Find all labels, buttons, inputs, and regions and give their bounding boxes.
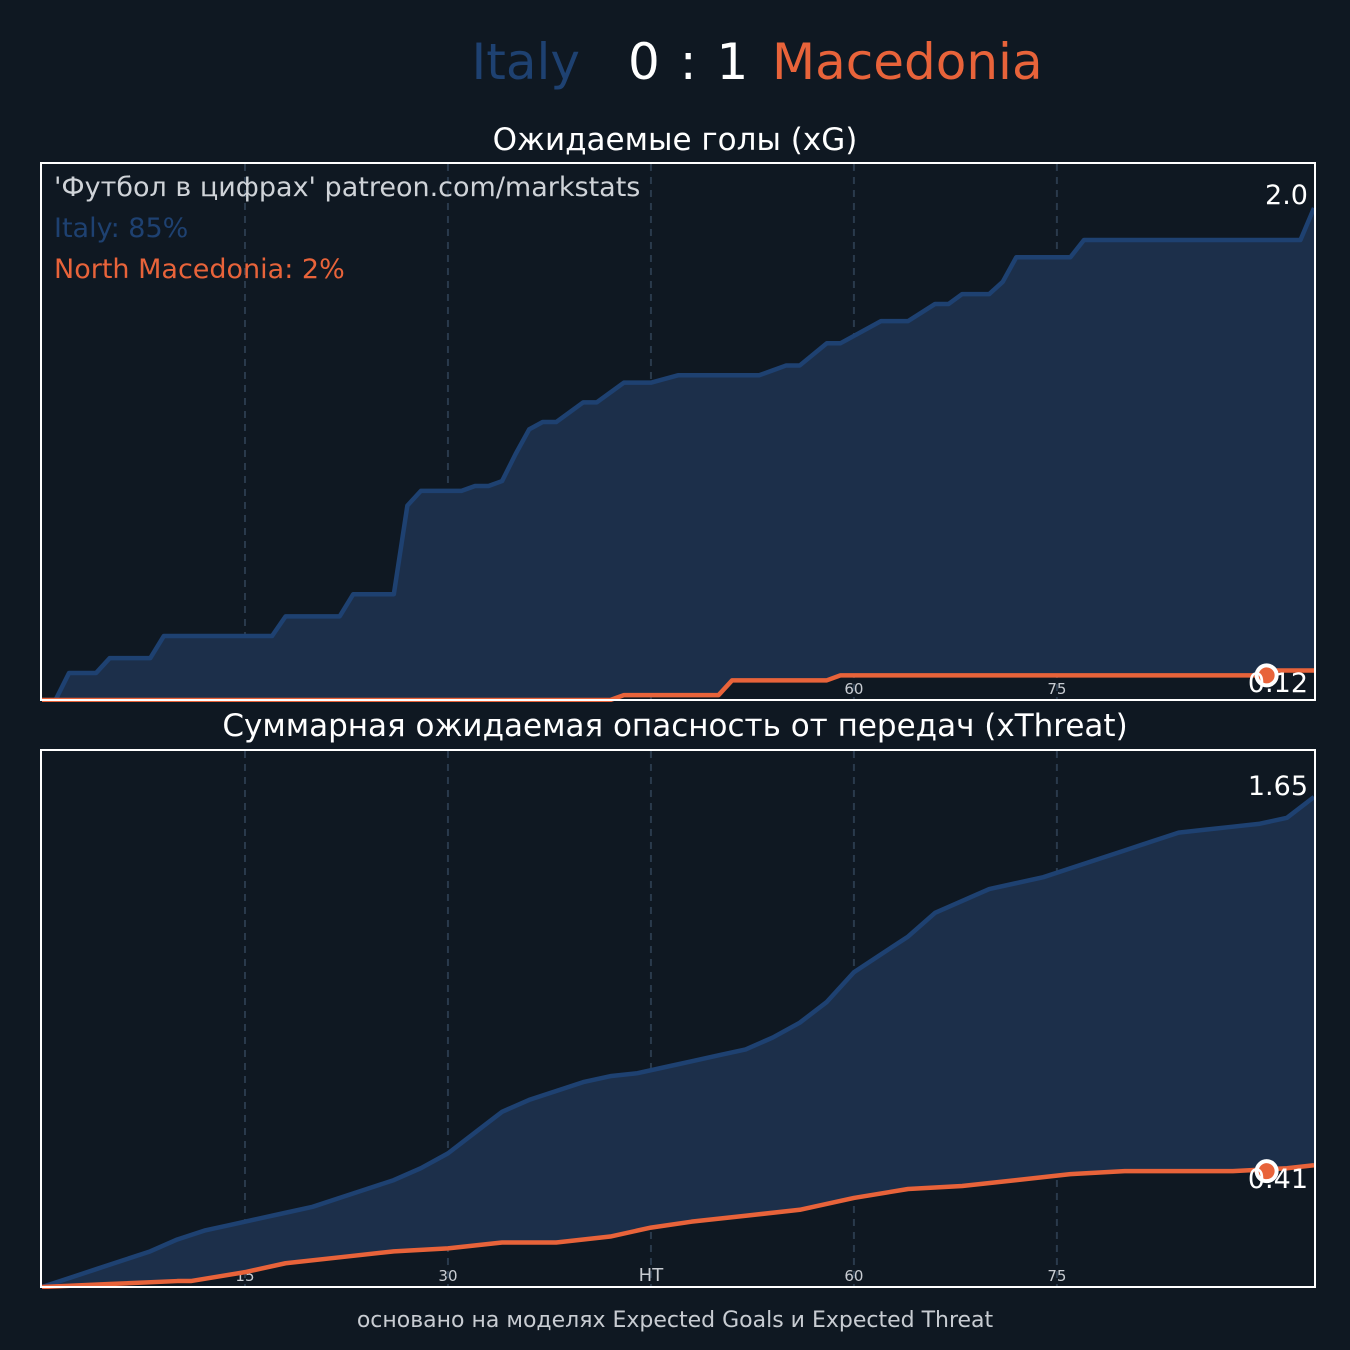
area-fill [42,797,1314,1287]
match-header: Italy 0 : 1 Macedonia [0,30,1350,100]
goal-marker [1254,1159,1279,1184]
x-tick-label: 75 [1047,1267,1066,1285]
xg-home-total: 2.0 [1265,180,1308,211]
match-score: 0 : 1 [628,33,751,91]
xthreat-chart-title: Суммарная ожидаемая опасность от передач… [222,708,1128,744]
away-series-line [41,1163,1315,1289]
x-tick-label: 60 [844,1267,863,1285]
chart-frame [40,162,1316,701]
footer-note: основано на моделях Expected Goals и Exp… [356,1308,994,1333]
chart-frame [40,749,1316,1288]
xthreat-chart: 15 30 HT 60 75 [40,749,1316,1289]
x-tick-label: 30 [438,1267,457,1285]
home-team-name: Italy [471,33,580,91]
xg-chart-title: Ожидаемые голы (xG) [492,122,858,158]
away-win-probability: North Macedonia: 2% [54,254,345,285]
x-tick-label: HT [639,1265,665,1286]
area-fill [42,208,1314,700]
goal-marker [1254,663,1279,688]
home-series-line [42,207,1316,702]
x-tick-label: 60 [844,680,863,698]
watermark: 'Футбол в цифрах' patreon.com/markstats [54,172,641,203]
away-team-name: Macedonia [772,33,1043,91]
home-win-probability: Italy: 85% [54,213,189,244]
xthreat-home-total: 1.65 [1247,771,1308,802]
xthreat-away-total: 0.41 [1247,1164,1308,1195]
home-series-line [41,795,1316,1289]
x-tick-label: 75 [1047,680,1066,698]
xg-away-total: 0.12 [1247,668,1308,699]
